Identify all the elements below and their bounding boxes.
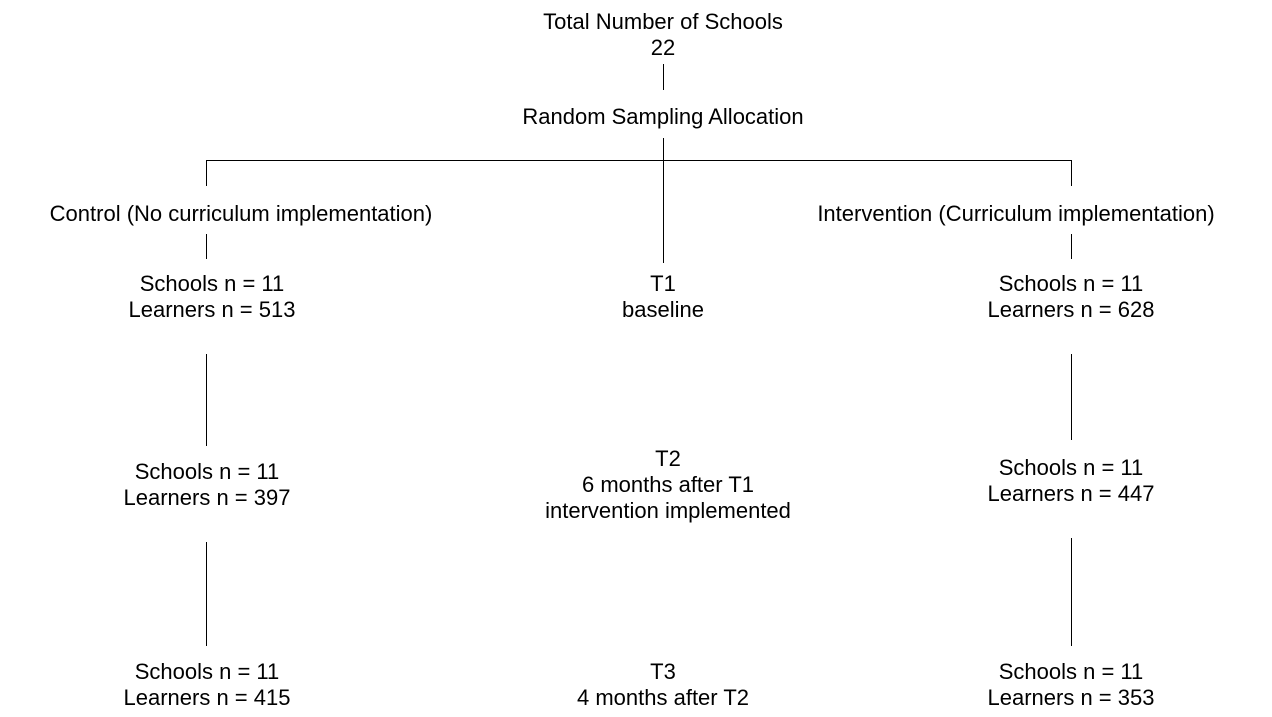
connector-control-stage1-to-stage2 [206, 354, 207, 446]
control-t1-learners: Learners n = 513 [128, 297, 296, 322]
intervention-t1-schools: Schools n = 11 [998, 271, 1144, 296]
allocation-label: Random Sampling Allocation [522, 104, 804, 129]
timepoint-t1: T1 baseline [622, 271, 704, 323]
control-t2-schools: Schools n = 11 [134, 459, 280, 484]
connector-intervention-stage2-to-stage3 [1071, 538, 1072, 646]
timepoint-t2-desc-2: intervention implemented [545, 498, 791, 523]
intervention-stage-t1: Schools n = 11 Learners n = 628 [988, 271, 1155, 323]
connector-intervention-stage1-to-stage2 [1071, 354, 1072, 440]
intervention-header: Intervention (Curriculum implementation) [817, 201, 1214, 227]
allocation-node: Random Sampling Allocation [522, 104, 803, 130]
intervention-stage-t2: Schools n = 11 Learners n = 447 [988, 455, 1155, 507]
timepoint-t2: T2 6 months after T1 intervention implem… [545, 446, 791, 524]
total-schools-count: 22 [650, 35, 676, 60]
control-t3-schools: Schools n = 11 [134, 659, 280, 684]
intervention-t3-schools: Schools n = 11 [998, 659, 1144, 684]
total-schools-title: Total Number of Schools [543, 9, 783, 34]
control-stage-t2: Schools n = 11 Learners n = 397 [124, 459, 291, 511]
intervention-stage-t3: Schools n = 11 Learners n = 353 [988, 659, 1155, 711]
connector-control-header-to-stage1 [206, 234, 207, 259]
intervention-t2-learners: Learners n = 447 [987, 481, 1155, 506]
timepoint-t1-desc: baseline [622, 297, 704, 322]
timepoint-t3-desc: 4 months after T2 [576, 685, 750, 710]
control-stage-t1: Schools n = 11 Learners n = 513 [129, 271, 296, 323]
timepoint-t1-label: T1 [650, 271, 676, 296]
control-header: Control (No curriculum implementation) [50, 201, 433, 227]
intervention-t1-learners: Learners n = 628 [987, 297, 1155, 322]
control-header-label: Control (No curriculum implementation) [49, 201, 433, 226]
connector-allocation-to-t1 [663, 138, 664, 263]
total-schools-node: Total Number of Schools 22 [543, 9, 783, 61]
timepoint-t3-label: T3 [650, 659, 676, 684]
timepoint-t3: T3 4 months after T2 [577, 659, 749, 711]
intervention-t2-schools: Schools n = 11 [998, 455, 1144, 480]
control-t3-learners: Learners n = 415 [123, 685, 291, 710]
control-stage-t3: Schools n = 11 Learners n = 415 [124, 659, 291, 711]
connector-control-stage2-to-stage3 [206, 542, 207, 646]
timepoint-t2-desc-1: 6 months after T1 [581, 472, 754, 497]
control-t2-learners: Learners n = 397 [123, 485, 291, 510]
connector-intervention-header-to-stage1 [1071, 234, 1072, 259]
timepoint-t2-label: T2 [655, 446, 681, 471]
intervention-t3-learners: Learners n = 353 [987, 685, 1155, 710]
connector-branch-to-intervention [1071, 160, 1072, 186]
intervention-header-label: Intervention (Curriculum implementation) [817, 201, 1215, 226]
connector-top-to-allocation [663, 64, 664, 90]
connector-horizontal-branch [206, 160, 1072, 161]
control-t1-schools: Schools n = 11 [139, 271, 285, 296]
connector-branch-to-control [206, 160, 207, 186]
